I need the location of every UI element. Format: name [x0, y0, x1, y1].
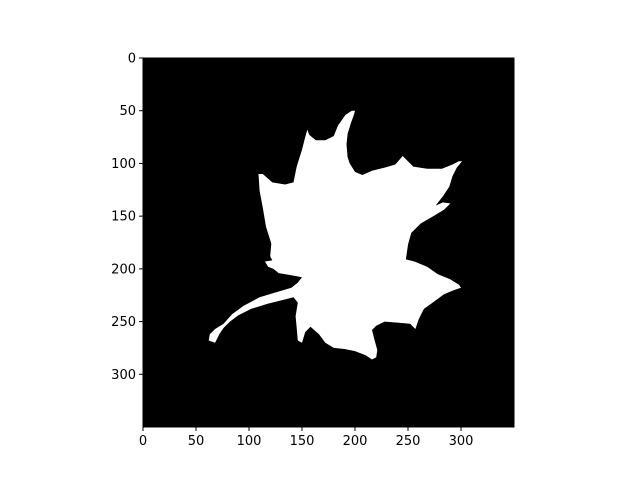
y-tick-label: 300 [111, 368, 136, 383]
y-tick-label: 150 [111, 210, 136, 225]
x-tick-label: 300 [449, 434, 474, 449]
y-tick-label: 0 [128, 52, 136, 67]
y-tick-label: 250 [111, 315, 136, 330]
x-tick-label: 250 [396, 434, 421, 449]
leaf-silhouette [208, 110, 463, 360]
x-tick-label: 50 [188, 434, 205, 449]
x-tick-label: 150 [290, 434, 315, 449]
y-axis: 0 50 100 150 200 250 300 [111, 52, 143, 383]
x-tick-label: 100 [237, 434, 262, 449]
x-tick-label: 0 [139, 434, 147, 449]
y-tick-label: 200 [111, 262, 136, 277]
y-tick-label: 50 [119, 104, 136, 119]
y-tick-label: 100 [111, 157, 136, 172]
x-tick-label: 200 [343, 434, 368, 449]
x-axis: 0 50 100 150 200 250 300 [139, 427, 474, 449]
image-frame [142, 57, 515, 428]
